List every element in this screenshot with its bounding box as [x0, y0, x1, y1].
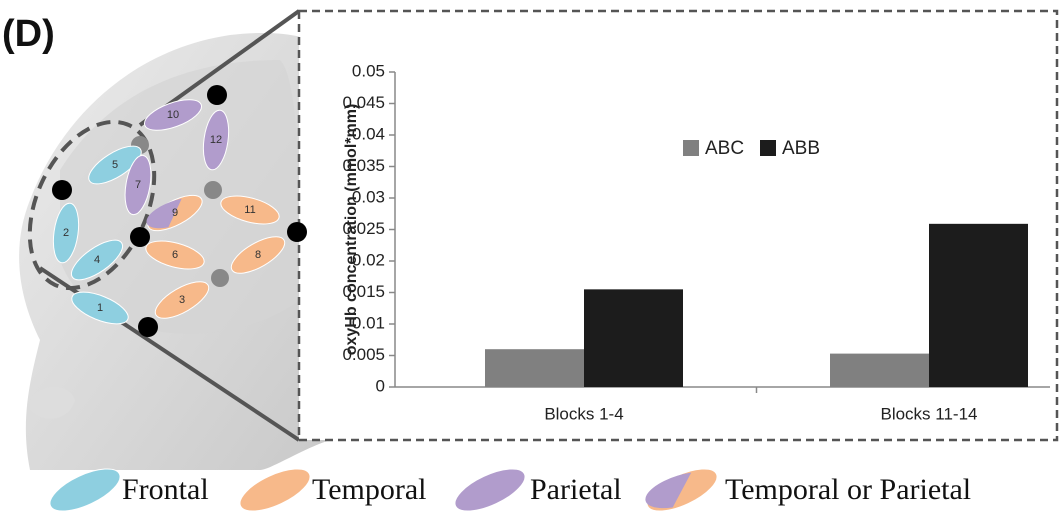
channel [124, 154, 152, 216]
channel [154, 281, 210, 319]
y-tick-label: 0.05 [352, 61, 385, 80]
ellipse [454, 468, 526, 512]
legend-label: Temporal or Parietal [725, 473, 971, 506]
channel-label: 2 [63, 227, 69, 239]
ellipse [239, 468, 311, 512]
ellipse [124, 154, 152, 216]
y-tick-label: 0.025 [342, 219, 385, 238]
y-axis-label: oxyHb concentration (mmol*mm) [343, 104, 360, 356]
channel [220, 195, 280, 225]
ellipse [144, 99, 202, 131]
bar [485, 349, 584, 387]
channel [645, 468, 719, 512]
x-tick-label: Blocks 1-4 [544, 404, 623, 423]
y-tick-label: 0.005 [342, 345, 385, 364]
channel [49, 468, 121, 512]
channel [230, 236, 286, 274]
y-tick-label: 0.04 [352, 124, 385, 143]
channel-label: 8 [255, 249, 261, 261]
legend-label: ABC [705, 138, 744, 159]
legend-label: Temporal [312, 473, 427, 506]
chart: 0 0.005 0.01 0.015 0.02 0.025 0.03 0.035 0.04 0.0… [342, 61, 1050, 423]
legend-swatch [683, 140, 699, 156]
optode-source [130, 227, 150, 247]
channel-label: 4 [94, 254, 100, 266]
ellipse [202, 109, 230, 171]
channel [144, 99, 202, 131]
ellipse [49, 468, 121, 512]
ear [30, 386, 75, 419]
channel-label: 7 [135, 179, 141, 191]
legend-label: Frontal [122, 473, 209, 506]
channel [146, 194, 204, 232]
channel [70, 239, 124, 281]
y-tick-label: 0.02 [352, 250, 385, 269]
panel-label: (D) [2, 13, 55, 55]
channel-label: 5 [112, 159, 118, 171]
optode-detector [211, 269, 229, 287]
channel [239, 468, 311, 512]
y-tick-label: 0.03 [352, 187, 385, 206]
y-tick-label: 0.035 [342, 156, 385, 175]
channel [454, 468, 526, 512]
bar [929, 223, 1028, 387]
channel-label: 6 [172, 249, 178, 261]
ellipse [71, 291, 129, 325]
y-tick-label: 0 [376, 376, 385, 395]
ellipse [145, 240, 205, 270]
x-tick-label: Blocks 11-14 [880, 404, 977, 423]
channel [145, 240, 205, 270]
channel [88, 145, 142, 185]
bar [584, 289, 683, 387]
ellipse [88, 145, 142, 185]
channel-label: 10 [167, 109, 179, 121]
channel-label: 12 [210, 134, 222, 146]
ellipse [220, 195, 280, 225]
optode-detector [204, 181, 222, 199]
channel [202, 109, 230, 171]
y-tick-label: 0.015 [342, 282, 385, 301]
y-tick-label: 0.01 [352, 313, 385, 332]
legend-label: ABB [782, 138, 820, 159]
optode-source [138, 317, 158, 337]
optode-source [287, 222, 307, 242]
channel [52, 202, 80, 264]
optode-source [207, 85, 227, 105]
legend-swatch [760, 140, 776, 156]
ellipse [52, 202, 80, 264]
ellipse [70, 239, 124, 281]
channel-label: 1 [97, 302, 103, 314]
optode-source [52, 180, 72, 200]
channel [71, 291, 129, 325]
ellipse [230, 236, 286, 274]
channel-label: 11 [244, 204, 255, 216]
channel-label: 3 [179, 294, 185, 306]
legend-label: Parietal [530, 473, 622, 506]
bar [830, 353, 929, 387]
y-tick-label: 0.045 [342, 93, 385, 112]
channel-label: 9 [172, 207, 178, 219]
ellipse [154, 281, 210, 319]
